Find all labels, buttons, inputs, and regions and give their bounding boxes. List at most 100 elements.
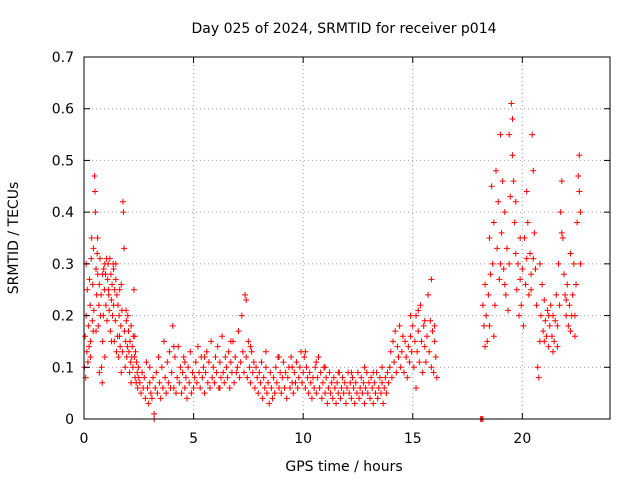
data-point	[242, 291, 249, 298]
data-point	[94, 250, 101, 257]
data-point	[327, 390, 334, 397]
data-point	[387, 348, 394, 355]
data-point	[364, 390, 371, 397]
data-point	[112, 260, 119, 267]
data-point	[96, 255, 103, 262]
data-point	[513, 286, 520, 293]
data-point	[105, 260, 112, 267]
data-point	[330, 374, 337, 381]
data-point	[369, 384, 376, 391]
data-point	[156, 379, 163, 386]
data-point	[530, 255, 537, 262]
data-point	[255, 390, 262, 397]
data-point	[431, 338, 438, 345]
data-point	[394, 343, 401, 350]
data-point	[304, 374, 311, 381]
data-point	[244, 374, 251, 381]
data-point	[281, 384, 288, 391]
data-point	[432, 353, 439, 360]
x-tick-label: 10	[294, 431, 312, 447]
data-point	[92, 209, 99, 216]
data-point	[408, 348, 415, 355]
data-point	[99, 338, 106, 345]
data-point	[170, 384, 177, 391]
data-point	[123, 353, 130, 360]
data-point	[516, 312, 523, 319]
data-point	[305, 390, 312, 397]
data-point	[119, 348, 126, 355]
y-tick-label: 0.4	[52, 205, 74, 221]
x-tick-label: 15	[404, 431, 422, 447]
data-point	[101, 353, 108, 360]
x-axis-label: GPS time / hours	[285, 459, 402, 475]
data-point	[548, 333, 555, 340]
data-point	[411, 338, 418, 345]
data-point	[210, 364, 217, 371]
data-point	[314, 374, 321, 381]
data-point	[164, 359, 171, 366]
data-point	[383, 390, 390, 397]
data-point	[505, 307, 512, 314]
data-point	[554, 322, 561, 329]
data-point	[361, 400, 368, 407]
data-point	[211, 379, 218, 386]
data-point	[354, 369, 361, 376]
data-point	[217, 374, 224, 381]
data-point	[316, 384, 323, 391]
data-point	[128, 322, 135, 329]
data-point	[250, 359, 257, 366]
data-point	[238, 312, 245, 319]
data-point	[118, 281, 125, 288]
data-point	[501, 281, 508, 288]
data-point	[284, 374, 291, 381]
data-point	[490, 219, 497, 226]
data-point	[433, 374, 440, 381]
data-point	[370, 369, 377, 376]
data-point	[271, 390, 278, 397]
data-point	[550, 348, 557, 355]
data-point	[87, 302, 94, 309]
data-point	[557, 209, 564, 216]
data-point	[174, 374, 181, 381]
data-point	[545, 312, 552, 319]
data-point	[279, 374, 286, 381]
data-point	[547, 302, 554, 309]
data-point	[249, 369, 256, 376]
data-point	[104, 276, 111, 283]
data-point	[102, 302, 109, 309]
data-point	[144, 384, 151, 391]
y-tick-label: 0	[65, 412, 74, 428]
data-point	[558, 229, 565, 236]
data-point	[510, 178, 517, 185]
data-point	[337, 395, 344, 402]
data-point	[523, 255, 530, 262]
data-point	[495, 198, 502, 205]
data-point	[380, 400, 387, 407]
data-point	[328, 379, 335, 386]
data-point	[247, 379, 254, 386]
data-point	[278, 390, 285, 397]
data-point	[567, 328, 574, 335]
data-point	[379, 364, 386, 371]
data-point	[207, 384, 214, 391]
data-point	[397, 364, 404, 371]
data-point	[216, 359, 223, 366]
data-point	[325, 384, 332, 391]
data-point	[528, 271, 535, 278]
data-point	[311, 384, 318, 391]
data-point	[257, 379, 264, 386]
data-point	[575, 172, 582, 179]
data-point	[497, 131, 504, 138]
data-point	[360, 379, 367, 386]
data-point	[159, 384, 166, 391]
data-point	[502, 291, 509, 298]
data-point	[112, 276, 119, 283]
data-point	[150, 374, 157, 381]
data-point	[299, 379, 306, 386]
data-point	[562, 291, 569, 298]
data-point	[506, 260, 513, 267]
data-point	[488, 183, 495, 190]
data-point	[87, 338, 94, 345]
data-point	[89, 317, 96, 324]
data-point	[308, 395, 315, 402]
